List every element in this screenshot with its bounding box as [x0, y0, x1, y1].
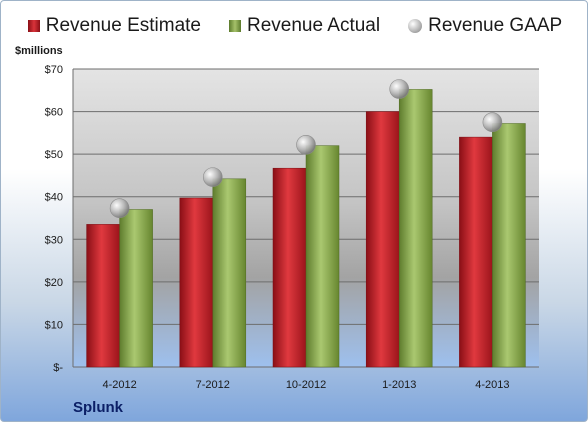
legend-swatch-estimate — [27, 20, 40, 32]
marker-revenue-gaap — [389, 79, 410, 99]
x-tick-label: 4-2012 — [102, 379, 136, 391]
marker-revenue-gaap — [482, 112, 503, 133]
y-tick-label: $70 — [45, 64, 63, 76]
y-tick-label: $10 — [45, 319, 63, 331]
legend-item-actual: Revenue Actual — [229, 15, 380, 37]
legend-label-actual: Revenue Actual — [247, 15, 381, 36]
legend-label-gaap: Revenue GAAP — [428, 15, 563, 36]
marker-revenue-gaap — [296, 134, 316, 155]
x-tick-label: 1-2013 — [382, 379, 416, 391]
bar-revenue-actual — [212, 178, 247, 368]
y-tick-label: $- — [53, 362, 63, 374]
y-tick-label: $20 — [45, 277, 63, 289]
bar-revenue-actual — [305, 145, 340, 368]
y-tick-label: $60 — [45, 107, 63, 119]
legend-item-estimate: Revenue Estimate — [27, 15, 201, 37]
marker-revenue-gaap — [203, 167, 223, 187]
bar-revenue-actual — [119, 209, 153, 368]
bar-revenue-estimate — [272, 167, 307, 368]
company-name: Splunk — [73, 399, 124, 416]
legend-marker-gaap — [408, 19, 423, 33]
y-tick-label: $40 — [45, 192, 63, 204]
bar-revenue-estimate — [86, 224, 120, 368]
y-tick-label: $50 — [45, 149, 63, 161]
x-tick-label: 10-2012 — [286, 379, 326, 391]
x-tick-label: 7-2012 — [196, 379, 230, 391]
bar-revenue-estimate — [459, 136, 493, 368]
marker-revenue-gaap — [109, 198, 130, 219]
legend-item-gaap: Revenue GAAP — [408, 15, 562, 37]
y-axis-unit-label: $millions — [15, 45, 63, 57]
legend-label-estimate: Revenue Estimate — [45, 15, 201, 36]
bar-revenue-actual — [492, 123, 526, 368]
legend-swatch-actual — [229, 20, 241, 32]
x-tick-label: 4-2013 — [475, 379, 509, 391]
bar-revenue-estimate — [365, 111, 400, 368]
y-tick-label: $30 — [45, 234, 63, 246]
bar-revenue-actual — [398, 89, 433, 368]
bar-revenue-estimate — [179, 197, 214, 368]
legend: Revenue Estimate Revenue Actual Revenue … — [1, 15, 587, 37]
